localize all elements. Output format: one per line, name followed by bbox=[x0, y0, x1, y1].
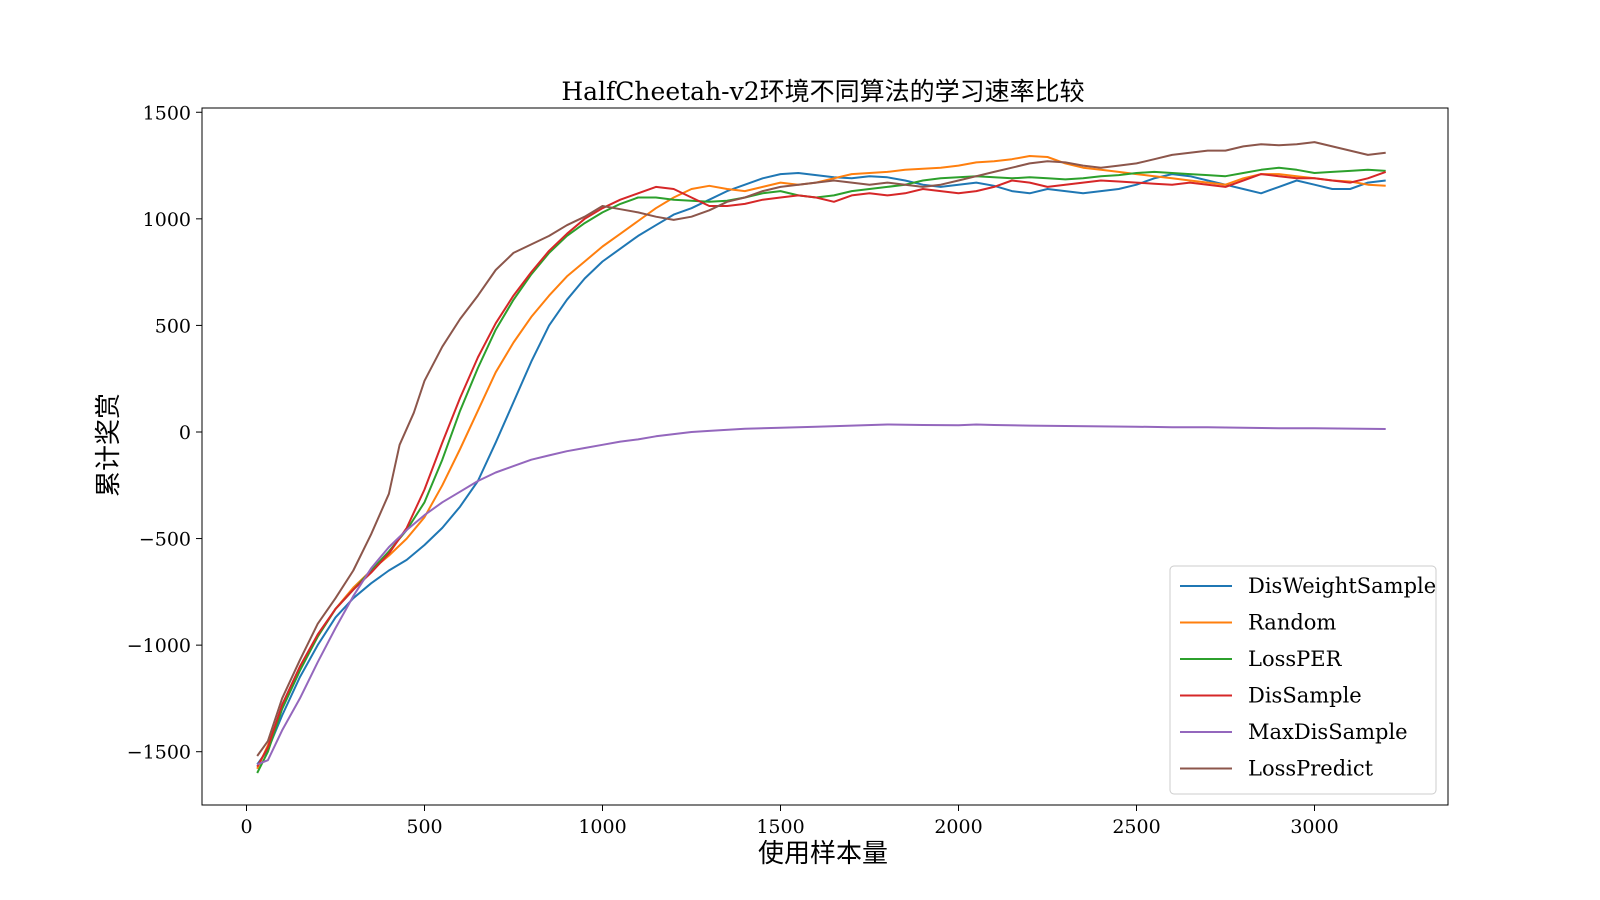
y-tick-label: −1500 bbox=[127, 742, 191, 764]
legend-label: LossPredict bbox=[1248, 757, 1374, 781]
legend-frame bbox=[1169, 565, 1437, 795]
x-tick-label: 1000 bbox=[578, 816, 626, 838]
y-tick-label: 1000 bbox=[143, 209, 191, 231]
y-axis: −1500 −1000 −500 0 500 1000 1500 bbox=[127, 102, 202, 764]
x-tick-label: 3000 bbox=[1290, 816, 1338, 838]
x-tick-label: 500 bbox=[406, 816, 442, 838]
y-tick-label: −500 bbox=[139, 529, 191, 551]
legend-label: DisWeightSample bbox=[1248, 574, 1436, 598]
series-line-MaxDisSample bbox=[256, 423, 1386, 766]
chart-title: HalfCheetah-v2环境不同算法的学习速率比较 bbox=[561, 77, 1084, 106]
x-axis-title: 使用样本量 bbox=[758, 839, 888, 869]
series-line-DisWeightSample bbox=[256, 172, 1386, 766]
y-tick-label: 1500 bbox=[143, 102, 191, 124]
series-line-DisSample bbox=[256, 170, 1387, 768]
legend: DisWeightSample Random LossPER DisSample Max… bbox=[1169, 565, 1437, 795]
x-tick-label: 1500 bbox=[756, 816, 804, 838]
y-tick-label: 0 bbox=[179, 422, 191, 444]
x-tick-label: 2000 bbox=[934, 816, 982, 838]
legend-label: Random bbox=[1248, 611, 1336, 635]
y-tick-label: 500 bbox=[155, 315, 191, 337]
x-tick-label: 0 bbox=[240, 816, 252, 838]
legend-label: LossPER bbox=[1248, 647, 1343, 671]
series-line-LossPredict bbox=[256, 141, 1386, 757]
legend-label: MaxDisSample bbox=[1248, 720, 1408, 744]
x-axis: 0 500 1000 1500 2000 2500 3000 bbox=[240, 805, 1339, 838]
x-tick-label: 2500 bbox=[1112, 816, 1160, 838]
legend-label: DisSample bbox=[1248, 684, 1362, 708]
plot-frame bbox=[201, 107, 1449, 806]
plot-area bbox=[201, 107, 1449, 806]
y-axis-title: 累计奖赏 bbox=[94, 393, 124, 497]
y-tick-label: −1000 bbox=[127, 635, 191, 657]
